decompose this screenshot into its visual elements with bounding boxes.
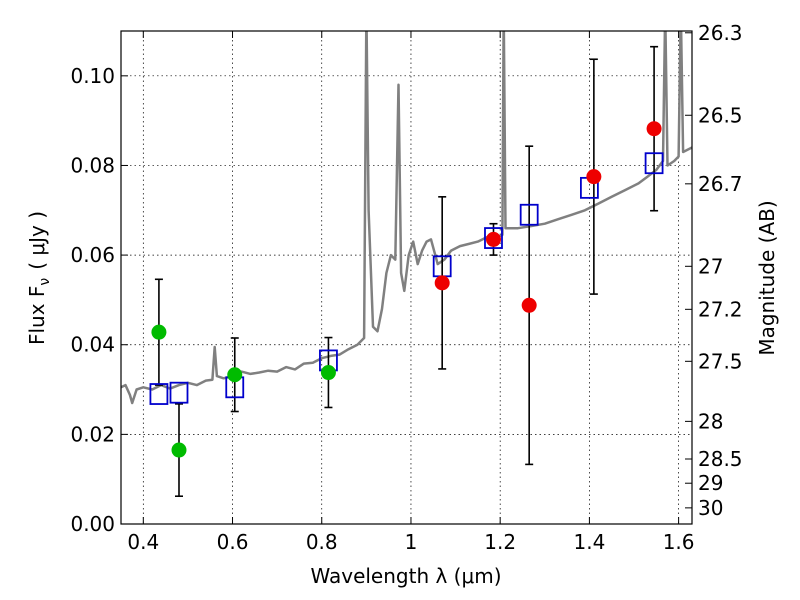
- y-tick-label: 0.02: [70, 422, 115, 446]
- x-tick-label: 0.8: [306, 530, 338, 554]
- x-tick-label: 1.2: [484, 530, 516, 554]
- right-axis-title: Magnitude (AB): [755, 200, 779, 355]
- y2-tick-label: 26.7: [698, 172, 743, 196]
- y-tick-label: 0.00: [70, 512, 115, 536]
- y2-tick-label: 27.2: [698, 297, 743, 321]
- y-axis-title-subscript: ν: [37, 278, 53, 286]
- model-photometry-square: [169, 381, 189, 404]
- y2-tick-label: 27.5: [698, 349, 743, 373]
- x-tick-label: 0.4: [127, 530, 159, 554]
- x-axis-title: Wavelength λ (μm): [310, 564, 501, 588]
- y-tick-label: 0.04: [70, 333, 115, 357]
- y-axis-title-main: Flux F: [25, 286, 49, 345]
- y-axis-title: Flux Fν ( μJy ): [25, 211, 53, 345]
- plot-area: [121, 31, 692, 498]
- observed-optical-point: [320, 365, 336, 381]
- observed-optical-point: [151, 324, 167, 340]
- y2-tick-label: 30: [698, 496, 723, 520]
- x-tick-label: 1.4: [573, 530, 605, 554]
- y-tick-label: 0.10: [70, 64, 115, 88]
- model-photometry-square: [149, 383, 169, 405]
- observed-optical-point: [171, 442, 187, 458]
- y2-tick-label: 26.3: [698, 21, 743, 45]
- y2-tick-label: 28.5: [698, 447, 743, 471]
- y-tick-label: 0.06: [70, 243, 115, 267]
- x-tick-label: 1: [405, 530, 418, 554]
- x-tick-label: 0.6: [217, 530, 249, 554]
- observed-nir-point: [646, 121, 662, 137]
- observed-nir-point: [521, 297, 537, 313]
- observed-nir-point: [485, 231, 501, 247]
- x-tick-label: 1.6: [663, 530, 695, 554]
- y2-tick-label: 28: [698, 409, 723, 433]
- y2-tick-label: 26.5: [698, 103, 743, 127]
- observed-nir-point: [586, 169, 602, 185]
- y2-tick-label: 27: [698, 254, 723, 278]
- y-tick-label: 0.08: [70, 153, 115, 177]
- observed-nir-point: [434, 275, 450, 291]
- model-photometry-square: [644, 152, 664, 175]
- y-axis-title-unit: ( μJy ): [25, 211, 49, 270]
- observed-optical-point: [227, 367, 243, 383]
- plot-frame: [120, 30, 693, 525]
- axis-ticks: 0.4 0.6 0.8 1 1.2 1.4 1.6 0.00 0.02 0.04 0.06 0.08 0…: [70, 21, 742, 554]
- y2-tick-label: 29: [698, 471, 723, 495]
- model-photometry-square: [484, 227, 503, 249]
- model-photometry-square: [519, 203, 539, 226]
- svg-text:Flux Fν( μJy ): Flux Fν ( μJy ): [25, 211, 53, 345]
